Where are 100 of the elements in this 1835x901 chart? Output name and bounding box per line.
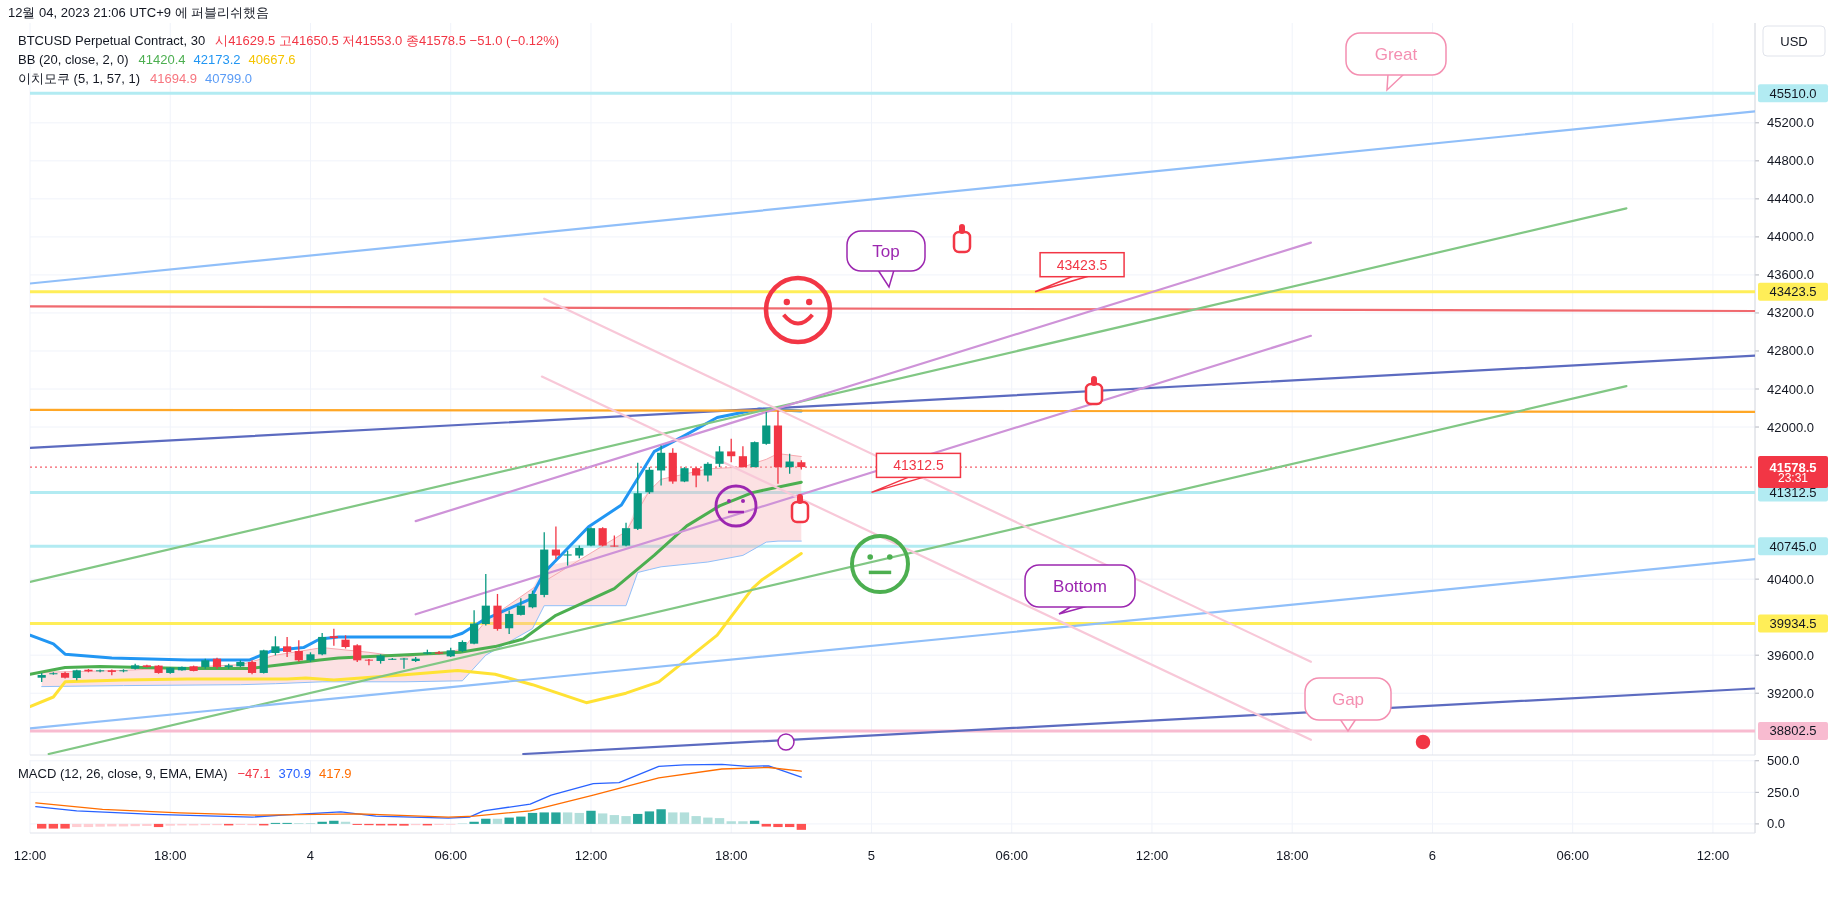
y-tick-label: 44400.0 [1767, 191, 1814, 207]
text: 12월 04, 2023 21:06 UTC+9 에 퍼블리쉬했음 [8, 4, 270, 20]
bar [562, 812, 573, 824]
bar [153, 823, 164, 828]
ref-line-label: 45510.0 [1769, 85, 1817, 101]
line-series [41, 540, 802, 688]
candlestick [283, 636, 292, 658]
bar [633, 813, 643, 824]
candlestick [470, 609, 479, 645]
bar [329, 820, 339, 824]
candlestick [318, 632, 327, 657]
bar [761, 823, 771, 827]
x-tick-label: 06:00 [995, 847, 1028, 863]
bar [656, 809, 666, 824]
annotation: 41694.9 [150, 70, 198, 86]
candlestick [551, 525, 560, 560]
bar [539, 812, 549, 824]
bar [586, 810, 596, 824]
bar [644, 811, 655, 824]
line-series [30, 552, 803, 708]
bar [714, 818, 725, 824]
x-tick-label: 18:00 [1275, 847, 1309, 863]
y-tick-label: 39600.0 [1767, 647, 1814, 663]
bar [773, 823, 783, 828]
bar [679, 812, 690, 824]
bar [481, 818, 491, 824]
annotation: 시41629.5 고41650.5 저41553.0 종41578.5 −51.0 (−0.12%) [215, 32, 560, 48]
x-tick-label: 12:00 [574, 847, 608, 863]
x-tick-label: 4 [306, 847, 315, 863]
bar [95, 823, 105, 827]
candlestick [505, 609, 514, 635]
annotation: MACD (12, 26, close, 9, EMA, EMA) [18, 765, 228, 781]
bar [668, 812, 678, 824]
y-tick-label: 45200.0 [1767, 115, 1814, 131]
annotation: 40667.6 [248, 51, 296, 67]
x-tick-label: 12:00 [1696, 847, 1730, 863]
y-tick-label: 250.0 [1767, 784, 1800, 800]
bar [784, 823, 795, 828]
candlestick [727, 438, 736, 463]
bar [726, 821, 736, 824]
candlestick [762, 411, 771, 446]
y-tick-label: 43200.0 [1767, 305, 1814, 321]
bar [48, 823, 59, 829]
bar [527, 812, 538, 824]
annotation: 40799.0 [205, 70, 253, 86]
x-tick-label: 6 [1428, 847, 1437, 863]
y-tick-label: 39200.0 [1767, 685, 1814, 701]
ref-line-label: 43423.5 [1769, 284, 1817, 300]
candlestick [645, 466, 654, 495]
y-tick-label: 500.0 [1767, 753, 1800, 769]
bar [340, 821, 351, 824]
x-tick-label: 18:00 [153, 847, 187, 863]
bar [574, 812, 584, 824]
x-tick-label: 18:00 [714, 847, 748, 863]
y-tick-label: 42400.0 [1767, 381, 1814, 397]
x-tick-label: 5 [867, 847, 876, 863]
annotation: 42173.2 [193, 51, 241, 67]
bar [492, 818, 503, 824]
candlestick [294, 639, 303, 663]
x-tick-label: 06:00 [1556, 847, 1589, 863]
text: 23:31 [1777, 471, 1809, 486]
annotation: Top [872, 241, 900, 261]
annotation: 43423.5 [1056, 256, 1108, 273]
annotation: Bottom [1053, 576, 1107, 596]
annotation: 370.9 [278, 765, 311, 781]
bar [621, 816, 631, 824]
y-tick-label: 42800.0 [1767, 343, 1814, 359]
bar [551, 812, 561, 824]
y-tick-label: 44800.0 [1767, 153, 1814, 169]
annotation: Great [1374, 44, 1418, 64]
y-tick-label: 42000.0 [1767, 419, 1814, 435]
ref-line-label: 41312.5 [1769, 484, 1817, 500]
annotation: Gap [1331, 689, 1365, 709]
ref-line-label: 39934.5 [1769, 615, 1817, 631]
bar [749, 820, 760, 824]
annotation: 41312.5 [893, 457, 944, 474]
annotation: 41420.4 [138, 51, 186, 67]
candlestick [399, 657, 409, 670]
text: USD [1780, 33, 1808, 49]
candlestick [364, 658, 374, 666]
bar [317, 821, 327, 824]
bar [703, 817, 713, 824]
bar [738, 821, 748, 824]
x-tick-label: 06:00 [434, 847, 468, 863]
bar [60, 823, 70, 829]
y-tick-label: 43600.0 [1767, 267, 1814, 283]
bar [469, 821, 479, 824]
candlestick [271, 635, 280, 657]
bar [37, 823, 47, 829]
bar [597, 813, 608, 824]
bar [83, 823, 94, 828]
annotation: BTCUSD Perpetual Contract, 30 [18, 32, 206, 48]
bar [609, 815, 620, 824]
x-tick-label: 12:00 [13, 847, 47, 863]
y-tick-label: 44000.0 [1767, 229, 1814, 245]
y-tick-label: 40400.0 [1767, 571, 1814, 587]
candlestick [481, 573, 490, 627]
x-tick-label: 12:00 [1135, 847, 1169, 863]
annotation: 이치모쿠 (5, 1, 57, 1) [18, 70, 141, 86]
y-tick-label: 0.0 [1767, 816, 1786, 832]
